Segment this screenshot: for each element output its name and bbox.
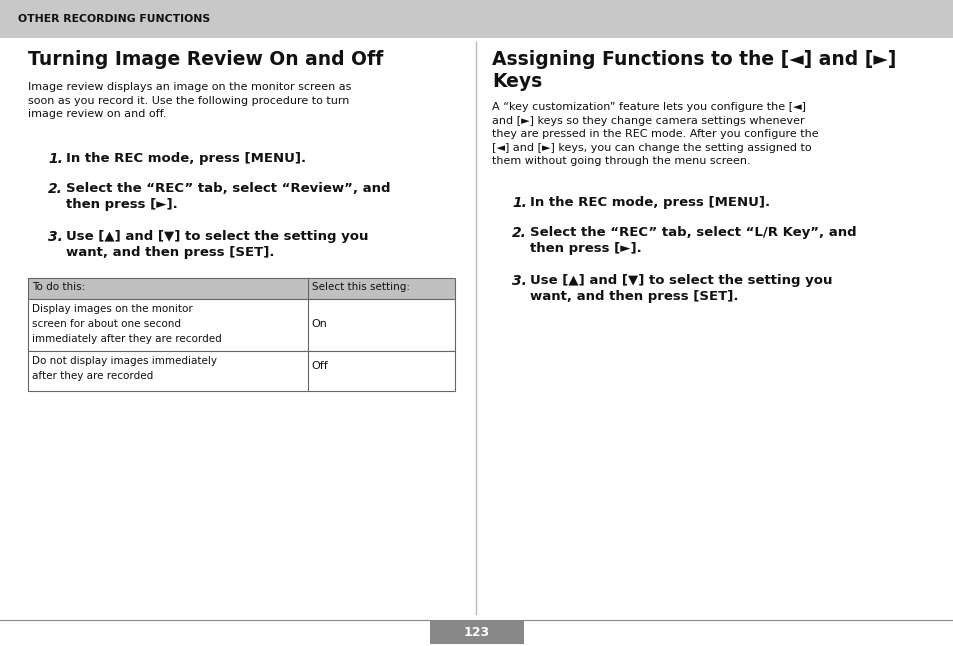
Text: On: On xyxy=(312,319,327,329)
Text: 1.: 1. xyxy=(48,152,63,166)
Text: Select the “REC” tab, select “L/R Key”, and: Select the “REC” tab, select “L/R Key”, … xyxy=(530,226,856,239)
Text: then press [►].: then press [►]. xyxy=(66,198,177,211)
Text: To do this:: To do this: xyxy=(32,282,85,292)
Text: then press [►].: then press [►]. xyxy=(530,242,641,255)
Text: In the REC mode, press [MENU].: In the REC mode, press [MENU]. xyxy=(530,196,769,209)
Text: Use [▲] and [▼] to select the setting you: Use [▲] and [▼] to select the setting yo… xyxy=(530,274,832,287)
Text: screen for about one second: screen for about one second xyxy=(32,319,181,329)
Bar xyxy=(0,0,953,38)
Bar xyxy=(28,299,455,351)
Text: OTHER RECORDING FUNCTIONS: OTHER RECORDING FUNCTIONS xyxy=(18,14,210,24)
Text: Use [▲] and [▼] to select the setting you: Use [▲] and [▼] to select the setting yo… xyxy=(66,230,368,243)
Text: 3.: 3. xyxy=(512,274,526,288)
Text: Image review displays an image on the monitor screen as
soon as you record it. U: Image review displays an image on the mo… xyxy=(28,82,351,120)
Bar xyxy=(430,620,523,644)
Text: after they are recorded: after they are recorded xyxy=(32,371,153,381)
Text: 2.: 2. xyxy=(48,182,63,196)
Text: want, and then press [SET].: want, and then press [SET]. xyxy=(66,246,274,259)
Text: Do not display images immediately: Do not display images immediately xyxy=(32,356,216,366)
Text: Turning Image Review On and Off: Turning Image Review On and Off xyxy=(28,50,383,69)
Text: Select the “REC” tab, select “Review”, and: Select the “REC” tab, select “Review”, a… xyxy=(66,182,390,195)
Text: Off: Off xyxy=(312,361,328,371)
Text: Select this setting:: Select this setting: xyxy=(312,282,409,292)
Text: want, and then press [SET].: want, and then press [SET]. xyxy=(530,290,738,303)
Text: Display images on the monitor: Display images on the monitor xyxy=(32,304,193,314)
Bar xyxy=(28,278,455,299)
Text: immediately after they are recorded: immediately after they are recorded xyxy=(32,334,221,344)
Text: A “key customization” feature lets you configure the [◄]
and [►] keys so they ch: A “key customization” feature lets you c… xyxy=(492,102,818,167)
Text: 123: 123 xyxy=(463,625,490,638)
Text: In the REC mode, press [MENU].: In the REC mode, press [MENU]. xyxy=(66,152,306,165)
Bar xyxy=(28,351,455,391)
Text: 1.: 1. xyxy=(512,196,526,210)
Text: Keys: Keys xyxy=(492,72,541,91)
Text: 3.: 3. xyxy=(48,230,63,244)
Text: Assigning Functions to the [◄] and [►]: Assigning Functions to the [◄] and [►] xyxy=(492,50,896,69)
Text: 2.: 2. xyxy=(512,226,526,240)
